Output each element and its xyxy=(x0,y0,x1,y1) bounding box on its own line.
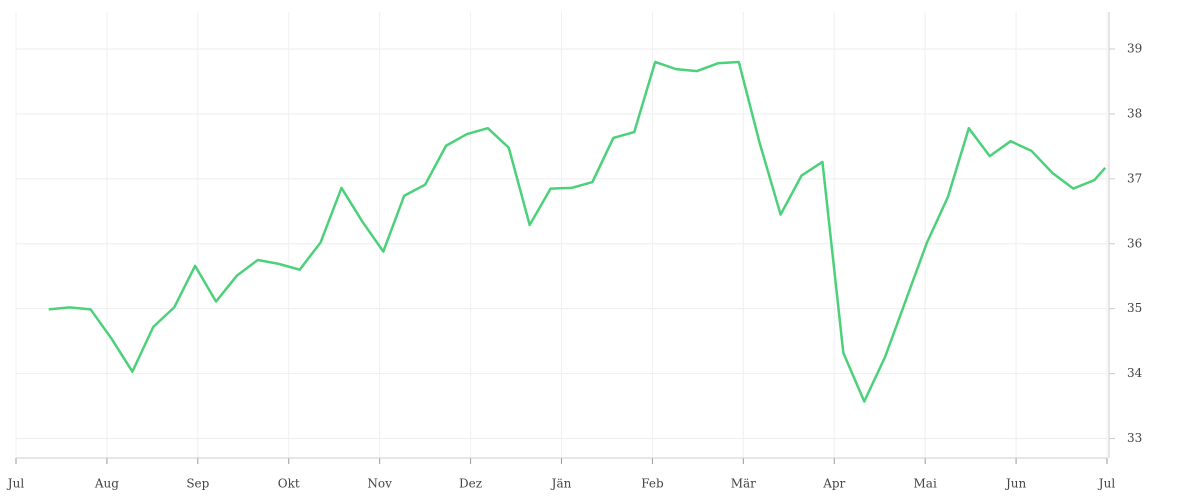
y-tick-label: 35 xyxy=(1127,301,1142,315)
x-tick-label: Nov xyxy=(367,477,392,491)
y-tick-label: 38 xyxy=(1127,106,1142,120)
x-tick-label: Jän xyxy=(550,477,572,491)
y-tick-label: 36 xyxy=(1127,236,1142,250)
x-tick-label: Sep xyxy=(186,477,209,491)
x-tick-label: Feb xyxy=(641,477,664,491)
y-tick-label: 39 xyxy=(1127,42,1142,56)
y-tick-label: 37 xyxy=(1127,171,1142,185)
x-tick-label: Jul xyxy=(6,477,25,491)
x-tick-label: Jul xyxy=(1097,477,1116,491)
line-series xyxy=(48,60,1107,403)
x-tick-label: Mai xyxy=(914,477,937,491)
y-tick-label: 34 xyxy=(1127,366,1143,380)
x-tick-label: Jun xyxy=(1004,477,1027,491)
x-tick-label: Apr xyxy=(822,477,845,491)
x-tick-label: Aug xyxy=(94,477,119,491)
y-tick-label: 33 xyxy=(1127,431,1142,445)
x-tick-label: Dez xyxy=(459,477,482,491)
x-tick-label: Okt xyxy=(278,477,300,491)
x-tick-label: Mär xyxy=(731,477,756,491)
